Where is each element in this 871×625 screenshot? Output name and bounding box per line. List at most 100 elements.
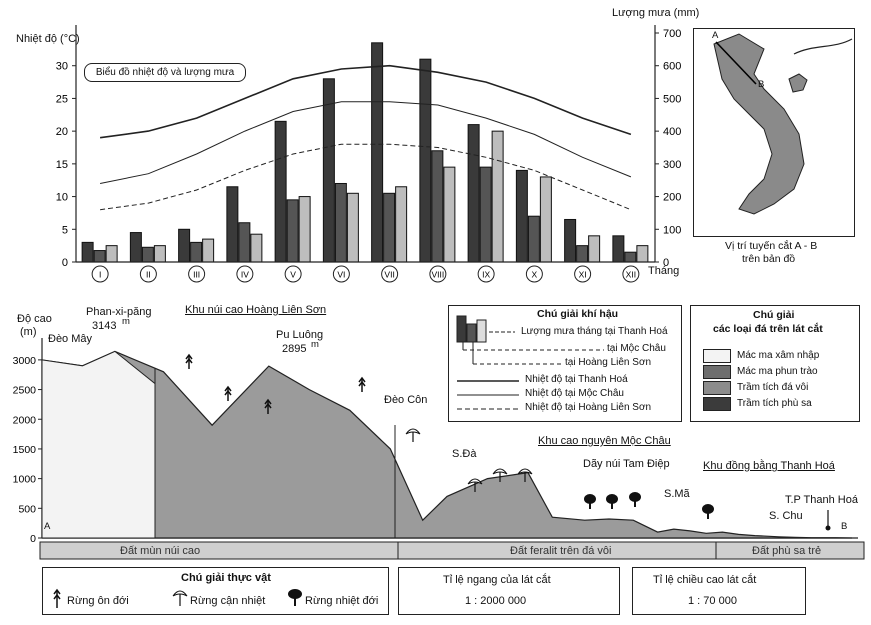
month-label: VI [337,270,345,280]
right-tick-label: 300 [663,159,681,171]
month-label: II [146,270,151,280]
right-tick-label: 700 [663,28,681,40]
temperate-tree [358,376,366,392]
peak-unit-1: m [122,316,130,327]
rain-bar-2 [93,250,106,263]
left-axis-label: Nhiệt độ (°C) [16,33,80,45]
climate-legend-symbols [456,315,604,410]
swatch-limestone [703,381,731,395]
peak-pu-luong: Pu Luông [276,329,324,341]
legend-temp-hoanglienson: Nhiệt độ tại Hoàng Liên Sơn [525,402,652,413]
soil-label-2: Đất feralit trên đá vôi [510,545,612,557]
rain-bar-2 [383,192,396,263]
map-point-a: A [712,30,719,41]
month-circle [574,265,592,283]
rain-bar-3 [588,235,601,263]
vertical-scale-value: 1 : 70 000 [688,595,737,607]
tropical-tree [606,494,618,509]
subtropical-tree [405,428,421,442]
peak-pu-luong-height: 2895 [282,343,307,355]
month-circle [139,265,157,283]
elevation-profile: 0 500 1000 1500 2000 2500 3000 [13,338,865,560]
rain-bar-3 [539,176,552,263]
month-circle [525,265,543,283]
profile-tick-label: 1500 [13,444,37,456]
map-vietnam-land [713,33,805,215]
swatch-volcanic [703,365,731,379]
section-line-a-b [715,41,757,85]
soil-bar-3 [715,541,865,560]
month-label: I [99,270,101,280]
peak-phan-xi-pang-height: 3143 [92,320,117,332]
rain-bar-2 [479,166,492,263]
legend-temp-mocchau: Nhiệt độ tại Mộc Châu [525,388,624,399]
legend-bar-mocchau [466,323,477,343]
month-label: VII [384,270,394,280]
location-map: A B [693,28,855,237]
rock-legend-limestone: Trầm tích đá vôi [737,382,809,393]
profile-tick-label: 500 [18,503,36,515]
profile-tick-label: 0 [30,533,36,545]
place-tam-diep: Dãy núi Tam Điệp [583,458,670,470]
granite-block [41,350,156,539]
right-tick-label: 600 [663,61,681,73]
rain-bar-1 [371,42,384,263]
horizontal-scale-value: 1 : 2000 000 [465,595,527,607]
vegetation-subtropical: Rừng cận nhiệt [190,595,266,607]
rain-bar-2 [624,251,637,263]
vertical-scale-box: Tỉ lệ chiều cao lát cắt 1 : 70 000 [632,567,806,615]
month-circle [236,265,254,283]
month-circle [381,265,399,283]
rock-legend-title-1: Chú giải [753,309,795,321]
rain-bar-1 [178,228,191,263]
temp-line-2 [100,101,632,184]
map-neighbour-coast [793,38,853,55]
terrain-surface [41,350,853,539]
vegetation-tropical: Rừng nhiệt đới [305,595,379,607]
vegetation-legend-title: Chú giải thực vật [181,572,271,584]
chart-title: Biểu đồ nhiệt độ và lượng mưa [84,63,246,82]
left-tick-label: 0 [62,257,68,269]
place-song-da: S.Đà [452,448,477,460]
left-tick-label: 20 [56,126,68,138]
temperate-tree [185,353,193,369]
soil-label-1: Đất mùn núi cao [120,545,201,557]
rain-bar-1 [419,58,432,263]
temp-line-1 [99,64,632,139]
month-label: V [290,270,296,280]
month-circle [477,265,495,283]
right-tick-label: 500 [663,93,681,105]
month-label: XII [626,270,636,280]
rain-bar-3 [346,192,359,263]
rain-bar-3 [153,245,166,263]
left-tick-label: 15 [56,159,68,171]
temperature-lines [99,64,632,211]
profile-tick-label: 1000 [13,474,37,486]
place-song-ma: S.Mã [664,488,690,500]
climate-legend-title: Chú giải khí hậu [537,308,619,320]
temperate-tree [224,385,232,401]
map-hainan [788,73,808,93]
region-hoang-lien-son: Khu núi cao Hoàng Liên Sơn [185,304,327,316]
rain-bar-1 [564,218,577,263]
month-circle [284,265,302,283]
rain-bar-2 [141,246,154,263]
vietnam-map [713,33,853,215]
place-deo-con: Đèo Côn [384,394,428,406]
right-tick-label: 0 [663,257,669,269]
rain-bar-1 [81,241,94,263]
right-tick-label: 400 [663,126,681,138]
region-thanh-hoa: Khu đồng bằng Thanh Hoá [703,460,835,472]
subtropical-tree [492,468,508,482]
left-tick-label: 10 [56,192,68,204]
region-moc-chau: Khu cao nguyên Mộc Châu [538,435,671,447]
place-deo-may: Đèo Mây [48,333,93,345]
month-circle [91,265,109,283]
subtropical-tree [467,478,483,492]
month-circle [622,265,640,283]
temperate-tree [264,398,272,414]
rain-bar-3 [105,245,118,263]
rain-bar-3 [491,130,504,263]
swatch-alluvium [703,397,731,411]
